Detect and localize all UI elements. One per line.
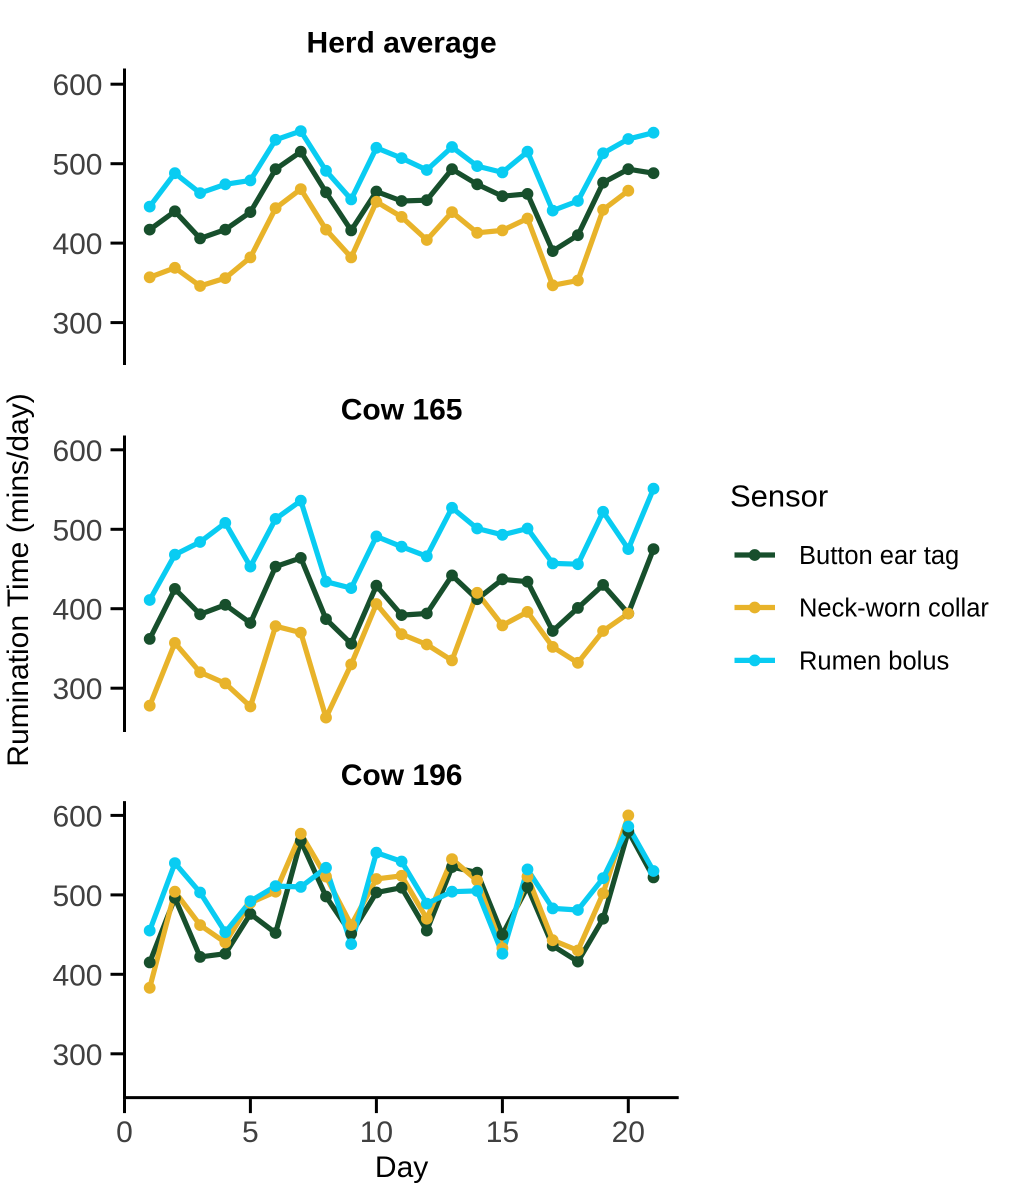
svg-text:600: 600 — [52, 435, 102, 468]
svg-text:Rumen bolus: Rumen bolus — [799, 647, 949, 675]
svg-text:Herd average: Herd average — [307, 26, 497, 59]
svg-text:Rumination Time (mins/day): Rumination Time (mins/day) — [2, 393, 35, 766]
svg-text:600: 600 — [52, 800, 102, 833]
svg-text:300: 300 — [52, 1039, 102, 1072]
svg-text:300: 300 — [52, 673, 102, 706]
svg-text:400: 400 — [52, 594, 102, 627]
svg-text:500: 500 — [52, 149, 102, 182]
svg-text:Sensor: Sensor — [730, 478, 828, 513]
svg-text:Neck-worn collar: Neck-worn collar — [799, 595, 989, 623]
svg-text:500: 500 — [52, 880, 102, 913]
svg-text:Button ear tag: Button ear tag — [799, 542, 959, 570]
svg-text:5: 5 — [242, 1116, 259, 1149]
svg-text:500: 500 — [52, 514, 102, 547]
svg-text:15: 15 — [486, 1116, 519, 1149]
svg-text:400: 400 — [52, 959, 102, 992]
svg-text:10: 10 — [360, 1116, 393, 1149]
svg-text:600: 600 — [52, 69, 102, 102]
svg-text:400: 400 — [52, 228, 102, 261]
svg-text:20: 20 — [612, 1116, 645, 1149]
svg-text:Cow 196: Cow 196 — [341, 759, 463, 792]
svg-text:0: 0 — [116, 1116, 133, 1149]
svg-text:Cow 165: Cow 165 — [341, 393, 463, 426]
svg-text:Day: Day — [375, 1151, 428, 1184]
svg-text:300: 300 — [52, 308, 102, 341]
